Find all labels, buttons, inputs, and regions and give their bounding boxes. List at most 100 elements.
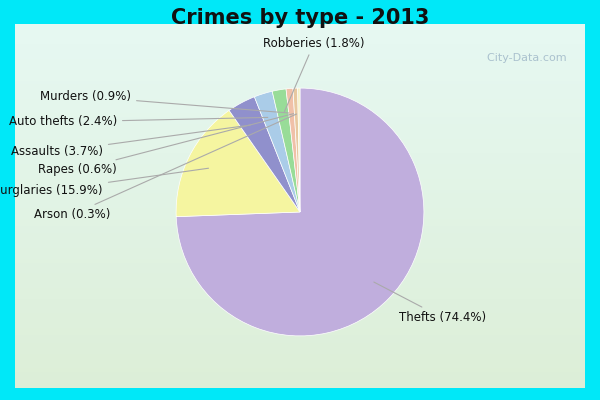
Bar xyxy=(15,282,585,286)
Bar xyxy=(15,212,585,217)
Bar xyxy=(15,180,585,184)
Bar xyxy=(15,158,585,162)
Bar xyxy=(15,111,585,115)
Bar xyxy=(15,293,585,297)
Bar xyxy=(15,38,585,42)
Bar xyxy=(15,300,585,304)
Bar xyxy=(15,238,585,242)
Bar xyxy=(15,322,585,326)
Bar xyxy=(15,60,585,64)
Text: Assaults (3.7%): Assaults (3.7%) xyxy=(11,125,250,158)
Bar xyxy=(15,165,585,170)
Text: Arson (0.3%): Arson (0.3%) xyxy=(34,114,296,221)
Bar xyxy=(15,318,585,322)
Bar xyxy=(15,118,585,122)
Bar xyxy=(15,70,585,75)
Bar xyxy=(15,376,585,381)
Bar xyxy=(15,74,585,78)
Bar xyxy=(15,205,585,210)
Bar xyxy=(15,271,585,275)
Bar xyxy=(15,176,585,180)
Bar xyxy=(15,245,585,250)
Bar xyxy=(15,122,585,126)
Bar xyxy=(15,42,585,46)
Bar xyxy=(15,366,585,370)
Wedge shape xyxy=(176,88,424,336)
Bar xyxy=(15,216,585,220)
Bar xyxy=(15,336,585,341)
Bar xyxy=(15,67,585,71)
Bar xyxy=(15,78,585,82)
Wedge shape xyxy=(176,110,300,217)
Bar xyxy=(15,172,585,177)
Bar xyxy=(15,307,585,312)
Bar xyxy=(15,274,585,279)
Bar xyxy=(15,30,585,35)
Bar xyxy=(15,354,585,359)
Bar xyxy=(15,96,585,100)
Bar xyxy=(15,278,585,282)
Bar xyxy=(15,220,585,224)
Bar xyxy=(15,107,585,111)
Bar xyxy=(15,136,585,140)
Bar xyxy=(15,314,585,319)
Text: Murders (0.9%): Murders (0.9%) xyxy=(40,90,289,113)
Text: City-Data.com: City-Data.com xyxy=(480,53,566,63)
Bar xyxy=(15,191,585,195)
Text: Burglaries (15.9%): Burglaries (15.9%) xyxy=(0,168,209,197)
Bar xyxy=(15,325,585,330)
Bar xyxy=(15,351,585,355)
Bar xyxy=(15,373,585,377)
Bar xyxy=(15,234,585,239)
Bar xyxy=(15,358,585,362)
Bar xyxy=(15,114,585,119)
Bar xyxy=(15,100,585,104)
Bar xyxy=(15,82,585,86)
Bar xyxy=(15,23,585,28)
Bar xyxy=(15,264,585,268)
Bar xyxy=(15,140,585,144)
Bar xyxy=(15,45,585,50)
Bar xyxy=(15,151,585,155)
Bar xyxy=(15,52,585,57)
Bar xyxy=(15,56,585,60)
Wedge shape xyxy=(254,91,300,212)
Bar xyxy=(15,129,585,133)
Bar xyxy=(15,267,585,272)
Bar xyxy=(15,333,585,337)
Bar xyxy=(15,89,585,93)
Bar xyxy=(15,362,585,366)
Bar xyxy=(15,369,585,374)
Text: Crimes by type - 2013: Crimes by type - 2013 xyxy=(171,8,429,28)
Bar xyxy=(15,242,585,246)
Wedge shape xyxy=(229,97,300,212)
Bar xyxy=(15,125,585,130)
Bar xyxy=(15,187,585,192)
Bar xyxy=(15,252,585,257)
Bar xyxy=(15,34,585,38)
Text: Auto thefts (2.4%): Auto thefts (2.4%) xyxy=(9,115,268,128)
Bar xyxy=(15,347,585,352)
Bar xyxy=(15,227,585,232)
Bar xyxy=(15,194,585,199)
Bar xyxy=(15,304,585,308)
Bar xyxy=(15,256,585,261)
Bar xyxy=(15,289,585,293)
Bar xyxy=(15,85,585,90)
Bar xyxy=(15,311,585,315)
Bar xyxy=(15,340,585,344)
Text: Robberies (1.8%): Robberies (1.8%) xyxy=(263,36,365,112)
Bar xyxy=(15,231,585,235)
Bar xyxy=(15,202,585,206)
Bar xyxy=(15,384,585,388)
Bar xyxy=(15,209,585,213)
Bar xyxy=(15,132,585,137)
Bar xyxy=(15,49,585,53)
Wedge shape xyxy=(286,88,300,212)
Bar xyxy=(15,63,585,68)
Bar xyxy=(15,198,585,202)
Text: Thefts (74.4%): Thefts (74.4%) xyxy=(374,282,485,324)
Bar xyxy=(15,27,585,31)
Bar xyxy=(15,147,585,151)
Wedge shape xyxy=(298,88,300,212)
